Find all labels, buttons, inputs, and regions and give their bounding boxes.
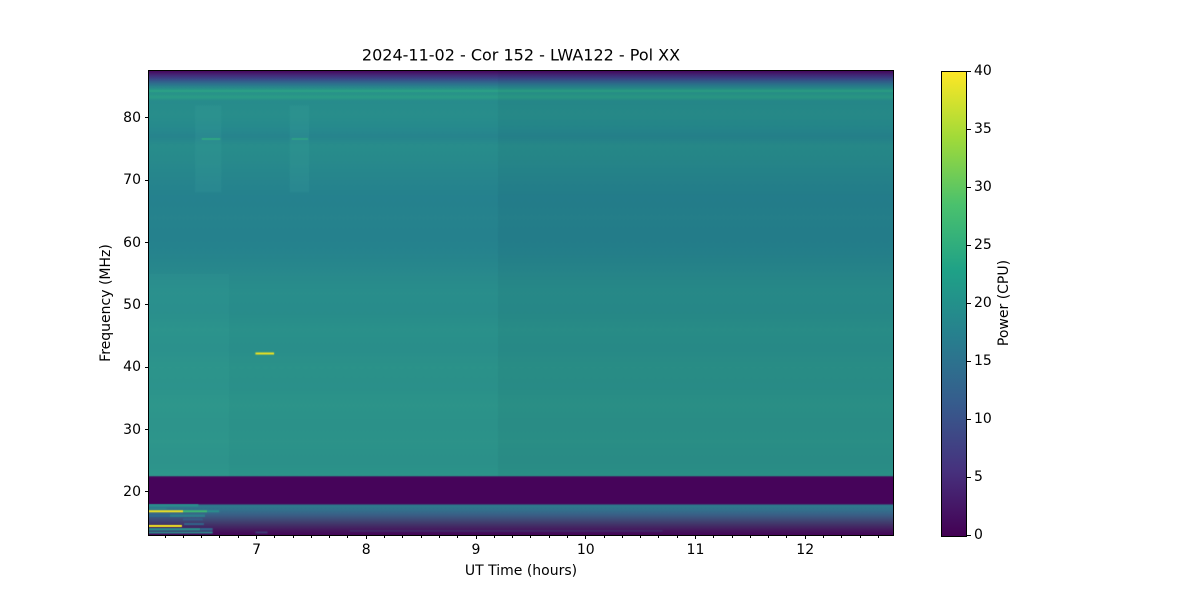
y-major-tick	[145, 491, 149, 493]
colorbar-tick-label: 10	[974, 411, 992, 427]
x-major-tick	[694, 535, 696, 539]
y-tick-label: 20	[123, 483, 141, 500]
x-minor-tick	[749, 535, 751, 538]
colorbar-tick	[967, 70, 971, 72]
x-tick-label: 8	[361, 542, 371, 558]
x-minor-tick	[402, 535, 404, 538]
colorbar-tick-label: 25	[974, 237, 992, 253]
x-major-tick	[804, 535, 806, 539]
colorbar-tick-label: 40	[974, 63, 992, 79]
colorbar-tick	[967, 360, 971, 362]
x-minor-tick	[731, 535, 733, 538]
x-minor-tick	[512, 535, 514, 538]
colorbar-gradient	[941, 71, 967, 537]
x-minor-tick	[859, 535, 861, 538]
y-major-tick	[145, 304, 149, 306]
colorbar-tick-label: 20	[974, 295, 992, 311]
colorbar-tick-label: 30	[974, 179, 992, 195]
x-minor-tick	[420, 535, 422, 538]
x-tick-label: 9	[471, 542, 481, 558]
x-major-tick	[585, 535, 587, 539]
x-minor-tick	[310, 535, 312, 538]
x-minor-tick	[164, 535, 166, 538]
y-tick-label: 30	[123, 421, 141, 438]
y-tick-label: 50	[123, 296, 141, 313]
plot-frame	[148, 70, 894, 536]
x-minor-tick	[530, 535, 532, 538]
x-tick-label: 7	[252, 542, 261, 558]
x-minor-tick	[823, 535, 824, 538]
x-minor-tick	[566, 535, 568, 538]
x-major-tick	[256, 535, 258, 539]
y-major-tick	[145, 117, 149, 119]
y-axis-title: Frequency (MHz)	[98, 244, 114, 362]
spectrogram-canvas	[149, 71, 893, 535]
colorbar-tick	[967, 476, 971, 478]
x-minor-tick	[329, 535, 331, 538]
x-axis-title: UT Time (hours)	[464, 563, 578, 579]
colorbar-tick	[967, 418, 971, 420]
x-minor-tick	[713, 535, 715, 538]
x-minor-tick	[347, 535, 349, 538]
colorbar-tick	[967, 186, 971, 188]
x-minor-tick	[786, 535, 788, 538]
y-major-tick	[145, 366, 149, 368]
x-major-tick	[365, 535, 367, 539]
y-tick-label: 80	[123, 109, 141, 126]
colorbar-tick	[967, 244, 971, 246]
x-minor-tick	[457, 535, 459, 538]
x-minor-tick	[493, 535, 495, 538]
x-tick-label: 11	[686, 542, 705, 558]
chart-title: 2024-11-02 - Cor 152 - LWA122 - Pol XX	[361, 45, 681, 65]
x-minor-tick	[676, 535, 678, 538]
x-minor-tick	[219, 535, 221, 538]
x-minor-tick	[548, 535, 550, 538]
x-minor-tick	[274, 535, 276, 538]
x-minor-tick	[768, 535, 770, 538]
x-minor-tick	[658, 535, 660, 538]
x-minor-tick	[438, 535, 440, 538]
colorbar-title: Power (CPU)	[996, 259, 1012, 347]
y-tick-label: 70	[123, 172, 141, 189]
colorbar-tick	[967, 302, 971, 304]
x-minor-tick	[182, 535, 184, 538]
colorbar-tick-label: 0	[974, 527, 983, 543]
colorbar-tick-label: 15	[974, 353, 992, 369]
x-minor-tick	[621, 535, 623, 538]
x-major-tick	[475, 535, 477, 539]
colorbar-tick	[967, 534, 971, 536]
colorbar-tick-label: 5	[974, 469, 983, 485]
x-minor-tick	[384, 535, 386, 538]
y-major-tick	[145, 179, 149, 181]
x-minor-tick	[201, 535, 203, 538]
x-minor-tick	[237, 535, 239, 538]
x-minor-tick	[603, 535, 605, 538]
y-major-tick	[145, 242, 149, 243]
x-minor-tick	[640, 535, 642, 538]
x-minor-tick	[841, 535, 843, 538]
y-tick-label: 40	[123, 359, 141, 376]
colorbar-tick	[967, 128, 971, 130]
x-minor-tick	[292, 535, 294, 538]
x-tick-label: 12	[796, 542, 815, 558]
x-tick-label: 10	[576, 542, 595, 558]
x-minor-tick	[877, 535, 879, 538]
y-major-tick	[145, 429, 149, 431]
y-tick-label: 60	[123, 234, 141, 251]
colorbar-tick-label: 35	[974, 121, 992, 137]
